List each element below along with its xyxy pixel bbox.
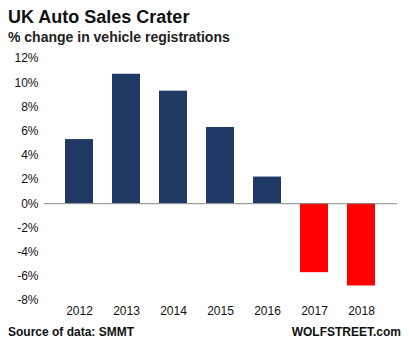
svg-text:0%: 0% <box>21 197 39 211</box>
html-text:% change in vehicle registrati: % change in vehicle registrations <box>8 29 230 45</box>
svg-text:2012: 2012 <box>66 304 93 318</box>
svg-text:-8%: -8% <box>17 293 39 307</box>
svg-text:2016: 2016 <box>254 304 281 318</box>
svg-text:12%: 12% <box>14 51 38 65</box>
html-text:Source of data: SMMT: Source of data: SMMT <box>8 325 134 339</box>
svg-text:2014: 2014 <box>160 304 187 318</box>
html-text:WOLFSTREET.com: WOLFSTREET.com <box>291 325 401 339</box>
svg-text:-4%: -4% <box>17 245 39 259</box>
svg-text:-6%: -6% <box>17 269 39 283</box>
svg-text:2018: 2018 <box>348 304 375 318</box>
svg-text:2017: 2017 <box>301 304 328 318</box>
svg-text:2%: 2% <box>21 172 39 186</box>
svg-text:4%: 4% <box>21 148 39 162</box>
svg-text:2015: 2015 <box>207 304 234 318</box>
svg-text:6%: 6% <box>21 124 39 138</box>
svg-text:10%: 10% <box>14 76 38 90</box>
svg-text:8%: 8% <box>21 100 39 114</box>
svg-text:-2%: -2% <box>17 221 39 235</box>
html-text:UK Auto Sales Crater: UK Auto Sales Crater <box>8 7 190 27</box>
svg-text:2013: 2013 <box>113 304 140 318</box>
